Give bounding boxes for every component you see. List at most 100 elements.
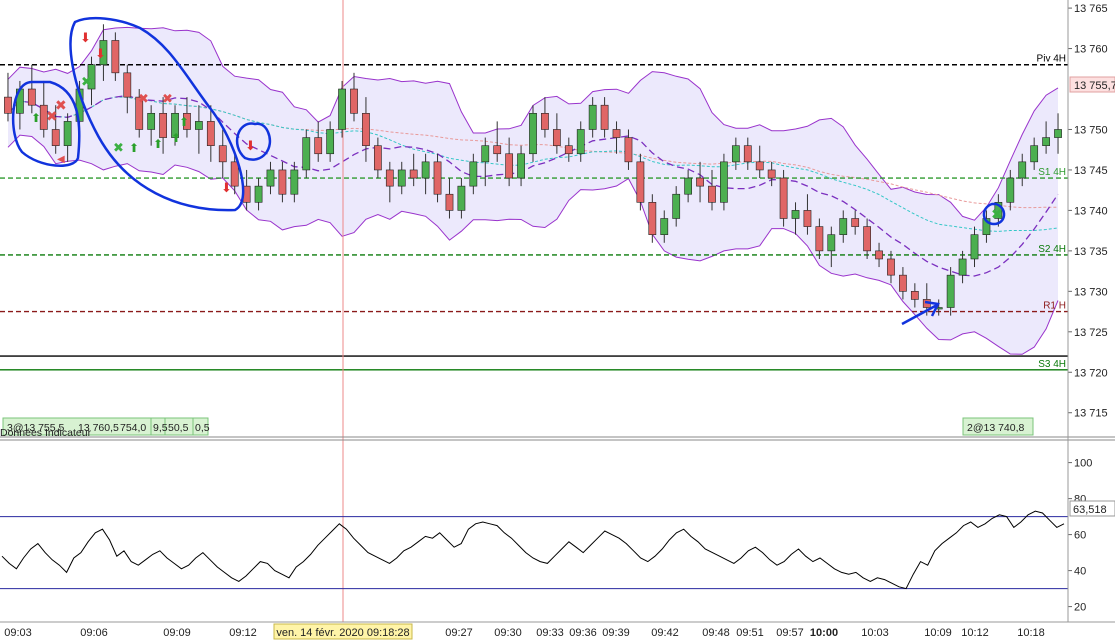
pivot-levels: Piv 4H S1 4H S2 4H R1 H S3 4H xyxy=(0,54,1068,371)
annotation-circle-entry xyxy=(982,202,1006,226)
data-indicator-label: Données Indicateur xyxy=(0,427,92,439)
candle-bearish xyxy=(541,112,549,130)
candle-bearish xyxy=(803,210,812,227)
candle-bullish xyxy=(958,258,967,276)
trade-tag-label: 50,5 xyxy=(168,422,189,434)
buy-arrow-marker: ⬆ xyxy=(179,115,189,129)
candle-bearish xyxy=(863,226,871,252)
x-tick-label: 09:06 xyxy=(80,627,108,639)
x-tick-label: 09:30 xyxy=(494,627,522,639)
candle-bullish xyxy=(87,64,96,90)
candle-bearish xyxy=(314,137,323,155)
trade-tag-label: 9,5 xyxy=(153,422,168,434)
sell-arrow-marker: ⬇ xyxy=(221,180,232,195)
candle-bearish xyxy=(362,112,370,146)
pivot-level-label: R1 H xyxy=(1043,301,1066,312)
candle-bullish xyxy=(839,218,848,235)
annotation-circle-left xyxy=(11,80,81,167)
pivot-level-label: S2 4H xyxy=(1038,244,1066,255)
candle-bearish xyxy=(910,291,919,300)
candle-bullish xyxy=(672,193,681,219)
x-tick-label: 09:12 xyxy=(229,627,257,639)
candle-bearish xyxy=(505,153,514,179)
candle-bearish xyxy=(899,274,907,292)
candle-bullish xyxy=(1006,177,1015,203)
candle-bearish xyxy=(183,112,191,130)
candle-bearish xyxy=(600,104,609,130)
trade-tag-box xyxy=(962,417,1034,436)
candle-bearish xyxy=(385,169,394,187)
candle-bearish xyxy=(493,145,502,155)
x-tick-label: 09:27 xyxy=(445,627,473,639)
x-tick-label: 10:09 xyxy=(924,627,952,639)
candle-bearish xyxy=(27,88,36,106)
candle-bullish xyxy=(63,121,72,146)
candle-bullish xyxy=(421,161,430,179)
trade-tag-label: 13 760,5 xyxy=(78,422,119,434)
oscillator-line xyxy=(1,510,1065,590)
candle-bullish xyxy=(660,218,669,235)
bollinger-band-fill xyxy=(8,27,1058,355)
exit-cross-marker: ✖ xyxy=(138,91,149,106)
buy-arrow-marker: ⬆ xyxy=(171,131,181,145)
candle-bearish xyxy=(39,104,48,130)
exit-cross-marker: ✖ xyxy=(55,97,67,113)
candle-bullish xyxy=(1018,161,1027,179)
candle-bearish xyxy=(135,96,144,130)
trade-tag-label: 754,0 xyxy=(120,422,146,434)
candle-bearish xyxy=(612,129,621,138)
x-tick-label: 10:18 xyxy=(1017,627,1045,639)
candle-bearish xyxy=(887,258,895,276)
y-tick-label: 13 720 xyxy=(1074,367,1108,379)
candle-bearish xyxy=(278,169,287,195)
exit-cross-marker: ✖ xyxy=(162,91,173,106)
buy-arrow-marker: ⬆ xyxy=(153,137,163,151)
current-price-box xyxy=(1069,76,1115,93)
candle-bearish xyxy=(159,112,167,138)
candle-bearish xyxy=(743,145,752,163)
y-tick-label: 13 715 xyxy=(1074,408,1108,420)
x-tick-label: 09:36 xyxy=(569,627,597,639)
bollinger-lower-band xyxy=(7,134,1059,355)
candle-bearish xyxy=(755,161,764,171)
candle-bullish xyxy=(576,129,585,155)
x-tick-label: 09:48 xyxy=(702,627,730,639)
y-tick-label: 13 750 xyxy=(1074,124,1108,136)
osc-y-tick-label: 40 xyxy=(1074,566,1086,578)
trade-markers: ⬇ ⬇ ⬇ ⬇ ✖ ✖ ✖ ✖ ✖ ✖ ✖ ⬆ ⬆ ⬆ ⬆ ⬆ ◀ xyxy=(31,30,1003,222)
sell-arrow-marker: ⬇ xyxy=(80,30,91,45)
oscillator-value-box xyxy=(1069,500,1115,517)
y-tick-label: 13 765 xyxy=(1074,3,1108,15)
candle-bearish xyxy=(708,185,716,203)
candle-bearish xyxy=(409,169,418,179)
candle-bullish xyxy=(99,40,108,66)
candle-bullish xyxy=(982,218,991,235)
osc-y-tick-label: 60 xyxy=(1074,530,1086,542)
y-tick-label: 13 735 xyxy=(1074,246,1108,258)
candle-bearish xyxy=(111,40,120,74)
y-tick-label: 13 745 xyxy=(1074,165,1108,177)
candle-bullish xyxy=(731,145,740,163)
trade-tag-label: 2@13 740,8 xyxy=(967,422,1025,434)
main-y-axis: 13 765 13 760 13 750 13 745 13 740 13 735 13 7… xyxy=(1068,3,1108,420)
candle-bearish xyxy=(230,161,239,187)
candle-bullish xyxy=(469,161,478,187)
candle-bearish xyxy=(218,145,227,163)
candle-bearish xyxy=(552,129,561,146)
candle-bearish xyxy=(815,226,824,252)
candle-bullish xyxy=(588,104,597,130)
exit-cross-marker: ✖ xyxy=(113,140,124,155)
trade-tag-box xyxy=(192,417,209,436)
candle-bullish xyxy=(195,121,203,130)
candle-bearish xyxy=(779,177,788,219)
moving-average-red xyxy=(7,96,1058,209)
candle-bullish xyxy=(171,112,179,138)
candle-bearish xyxy=(123,72,132,98)
candle-bullish xyxy=(827,234,836,252)
x-tick-label: 10:00 xyxy=(810,627,838,639)
bollinger-middle-band xyxy=(7,94,1059,277)
candle-bullish xyxy=(517,153,525,179)
candle-bearish xyxy=(433,161,442,195)
candle-bullish xyxy=(147,112,156,130)
